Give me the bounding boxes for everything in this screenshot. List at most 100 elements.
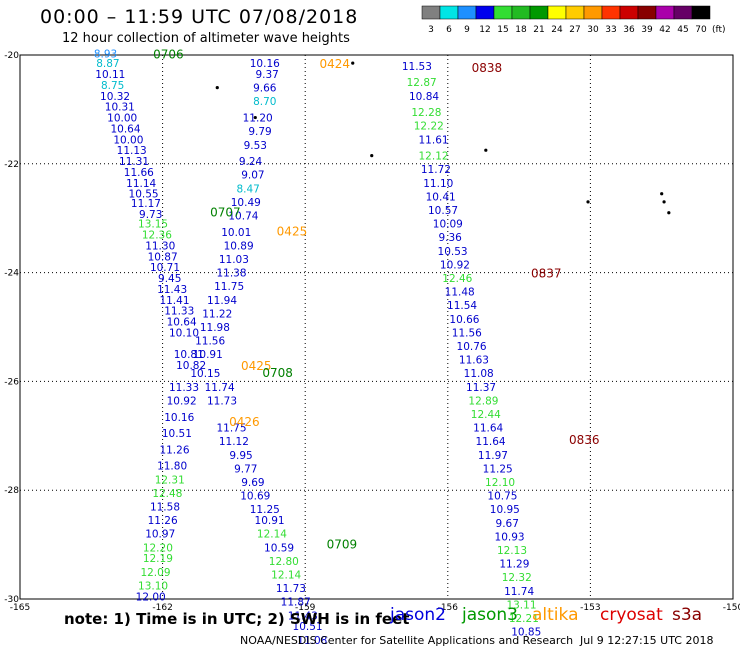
pass-time-label: 0837 xyxy=(531,267,562,281)
pass-time-label: 0707 xyxy=(210,206,241,220)
wave-height-value: 11.03 xyxy=(219,254,249,266)
wave-height-value: 12.14 xyxy=(271,570,301,582)
lat-tick-label: -22 xyxy=(4,160,19,170)
wave-height-value: 12.13 xyxy=(497,545,527,557)
wave-height-value: 10.51 xyxy=(293,621,323,633)
wave-height-value: 10.71 xyxy=(150,262,180,274)
wave-height-value: 10.92 xyxy=(440,259,470,271)
wave-height-value: 11.94 xyxy=(207,295,237,307)
pass-time-label: 0708 xyxy=(262,366,293,380)
wave-height-value: 11.73 xyxy=(276,583,306,595)
legend-cryosat: cryosat xyxy=(600,605,663,625)
wave-height-value: 11.80 xyxy=(157,461,187,473)
wave-height-value: 9.37 xyxy=(255,69,278,81)
wave-height-value: 10.55 xyxy=(129,189,159,201)
wave-height-value: 10.91 xyxy=(193,349,223,361)
wave-height-value: 12.00 xyxy=(136,591,166,603)
color-scale-legend: 3 6 9 12 15 18 21 24 27 30 33 36 39 42 45 70 (ft) xyxy=(421,5,726,35)
wave-height-value: 12.10 xyxy=(485,477,515,489)
wave-height-value: 9.77 xyxy=(234,463,257,475)
wave-height-value: 10.01 xyxy=(221,227,251,239)
map-frame xyxy=(19,54,734,600)
wave-height-value: 11.25 xyxy=(483,463,513,475)
legend-swatch-label: 27 xyxy=(569,25,580,35)
wave-height-value: 11.26 xyxy=(148,515,178,527)
wave-height-value: 9.07 xyxy=(241,170,264,182)
wave-height-value: 10.16 xyxy=(164,412,194,424)
wave-height-value: 13.15 xyxy=(138,219,168,231)
wave-height-value: 11.08 xyxy=(297,635,327,647)
legend-swatch-label: 15 xyxy=(497,25,508,35)
wave-height-value: 12.21 xyxy=(509,613,539,625)
island-marker xyxy=(586,200,590,204)
wave-height-value: 11.61 xyxy=(419,134,449,146)
wave-height-value: 10.31 xyxy=(105,102,135,114)
wave-height-value: 12.14 xyxy=(257,529,287,541)
wave-height-value: 10.51 xyxy=(162,428,192,440)
wave-height-value: 11.43 xyxy=(157,284,187,296)
wave-height-value: 10.97 xyxy=(145,529,175,541)
wave-height-value: 10.64 xyxy=(167,317,197,329)
wave-height-value: 9.69 xyxy=(241,477,264,489)
wave-height-value: 10.10 xyxy=(169,327,199,339)
wave-height-value: 11.54 xyxy=(447,300,477,312)
wave-height-value: 10.85 xyxy=(511,627,541,639)
wave-height-value: 10.00 xyxy=(113,134,143,146)
wave-height-value: 11.72 xyxy=(421,164,451,176)
wave-height-value: 11.66 xyxy=(124,167,154,179)
wave-height-value: 10.09 xyxy=(433,219,463,231)
wave-height-value: 10.49 xyxy=(231,197,261,209)
pass-time-label: 0836 xyxy=(569,433,600,447)
wave-height-value: 9.24 xyxy=(239,156,263,168)
wave-height-value: 9.67 xyxy=(496,518,519,530)
page-title: 00:00 – 11:59 UTC 07/08/2018 xyxy=(40,6,359,28)
wave-height-value: 10.91 xyxy=(255,515,285,527)
wave-height-value: 12.80 xyxy=(269,556,299,568)
generated-timestamp: Jul 9 12:27:15 UTC 2018 xyxy=(580,634,714,647)
legend-swatch-label: 70 xyxy=(695,25,707,35)
legend-swatch-label: 33 xyxy=(605,25,616,35)
lon-tick-label: -156 xyxy=(438,603,459,613)
pass-time-label: 0706 xyxy=(153,47,184,61)
island-marker xyxy=(660,192,664,196)
wave-height-value: 11.58 xyxy=(150,502,180,514)
wave-height-value: 12.87 xyxy=(407,77,437,89)
wave-height-value: 11.97 xyxy=(478,450,508,462)
wave-height-value: 12.19 xyxy=(143,553,173,565)
wave-height-value: 9.53 xyxy=(244,140,267,152)
wave-height-value: 10.89 xyxy=(224,240,254,252)
legend-swatch-label: 18 xyxy=(515,25,527,35)
wave-height-value: 10.76 xyxy=(457,341,487,353)
legend-swatch-label: 12 xyxy=(479,25,490,35)
island-marker xyxy=(253,115,257,120)
wave-height-value: 8.93 xyxy=(94,48,117,60)
credit-line: NOAA/NESDIS Center for Satellite Applica… xyxy=(240,634,574,647)
legend-altika: altika xyxy=(532,605,579,625)
island-marker xyxy=(215,86,219,90)
wave-height-value: 11.33 xyxy=(164,306,194,318)
wave-height-value: 10.69 xyxy=(240,491,270,503)
wave-height-value: 11.56 xyxy=(195,336,225,348)
wave-height-value: 10.75 xyxy=(487,491,517,503)
wave-height-value: 10.82 xyxy=(176,360,206,372)
wave-height-value: 13.11 xyxy=(506,599,536,611)
island-marker xyxy=(370,154,374,158)
wave-height-value: 11.41 xyxy=(159,295,189,307)
wave-height-value: 10.93 xyxy=(495,531,525,543)
legend-swatch-label: 24 xyxy=(551,25,563,35)
wave-height-value: 11.56 xyxy=(452,327,482,339)
wave-height-value: 10.66 xyxy=(449,314,479,326)
wave-height-value: 11.63 xyxy=(459,355,489,367)
lat-tick-label: -30 xyxy=(4,595,19,605)
lat-tick-label: -28 xyxy=(4,486,19,496)
wave-height-value: 11.29 xyxy=(499,559,529,571)
wave-height-value: 12.89 xyxy=(468,395,498,407)
wave-height-value: 10.32 xyxy=(100,91,130,103)
legend-unit: (ft) xyxy=(712,25,726,35)
wave-height-value: 11.31 xyxy=(119,156,149,168)
wave-height-value: 11.20 xyxy=(243,113,273,125)
wave-height-value: 10.74 xyxy=(228,210,258,222)
legend-swatch-label: 30 xyxy=(587,25,599,35)
wave-height-value: 10.15 xyxy=(190,368,220,380)
wave-height-value: 11.73 xyxy=(207,395,237,407)
